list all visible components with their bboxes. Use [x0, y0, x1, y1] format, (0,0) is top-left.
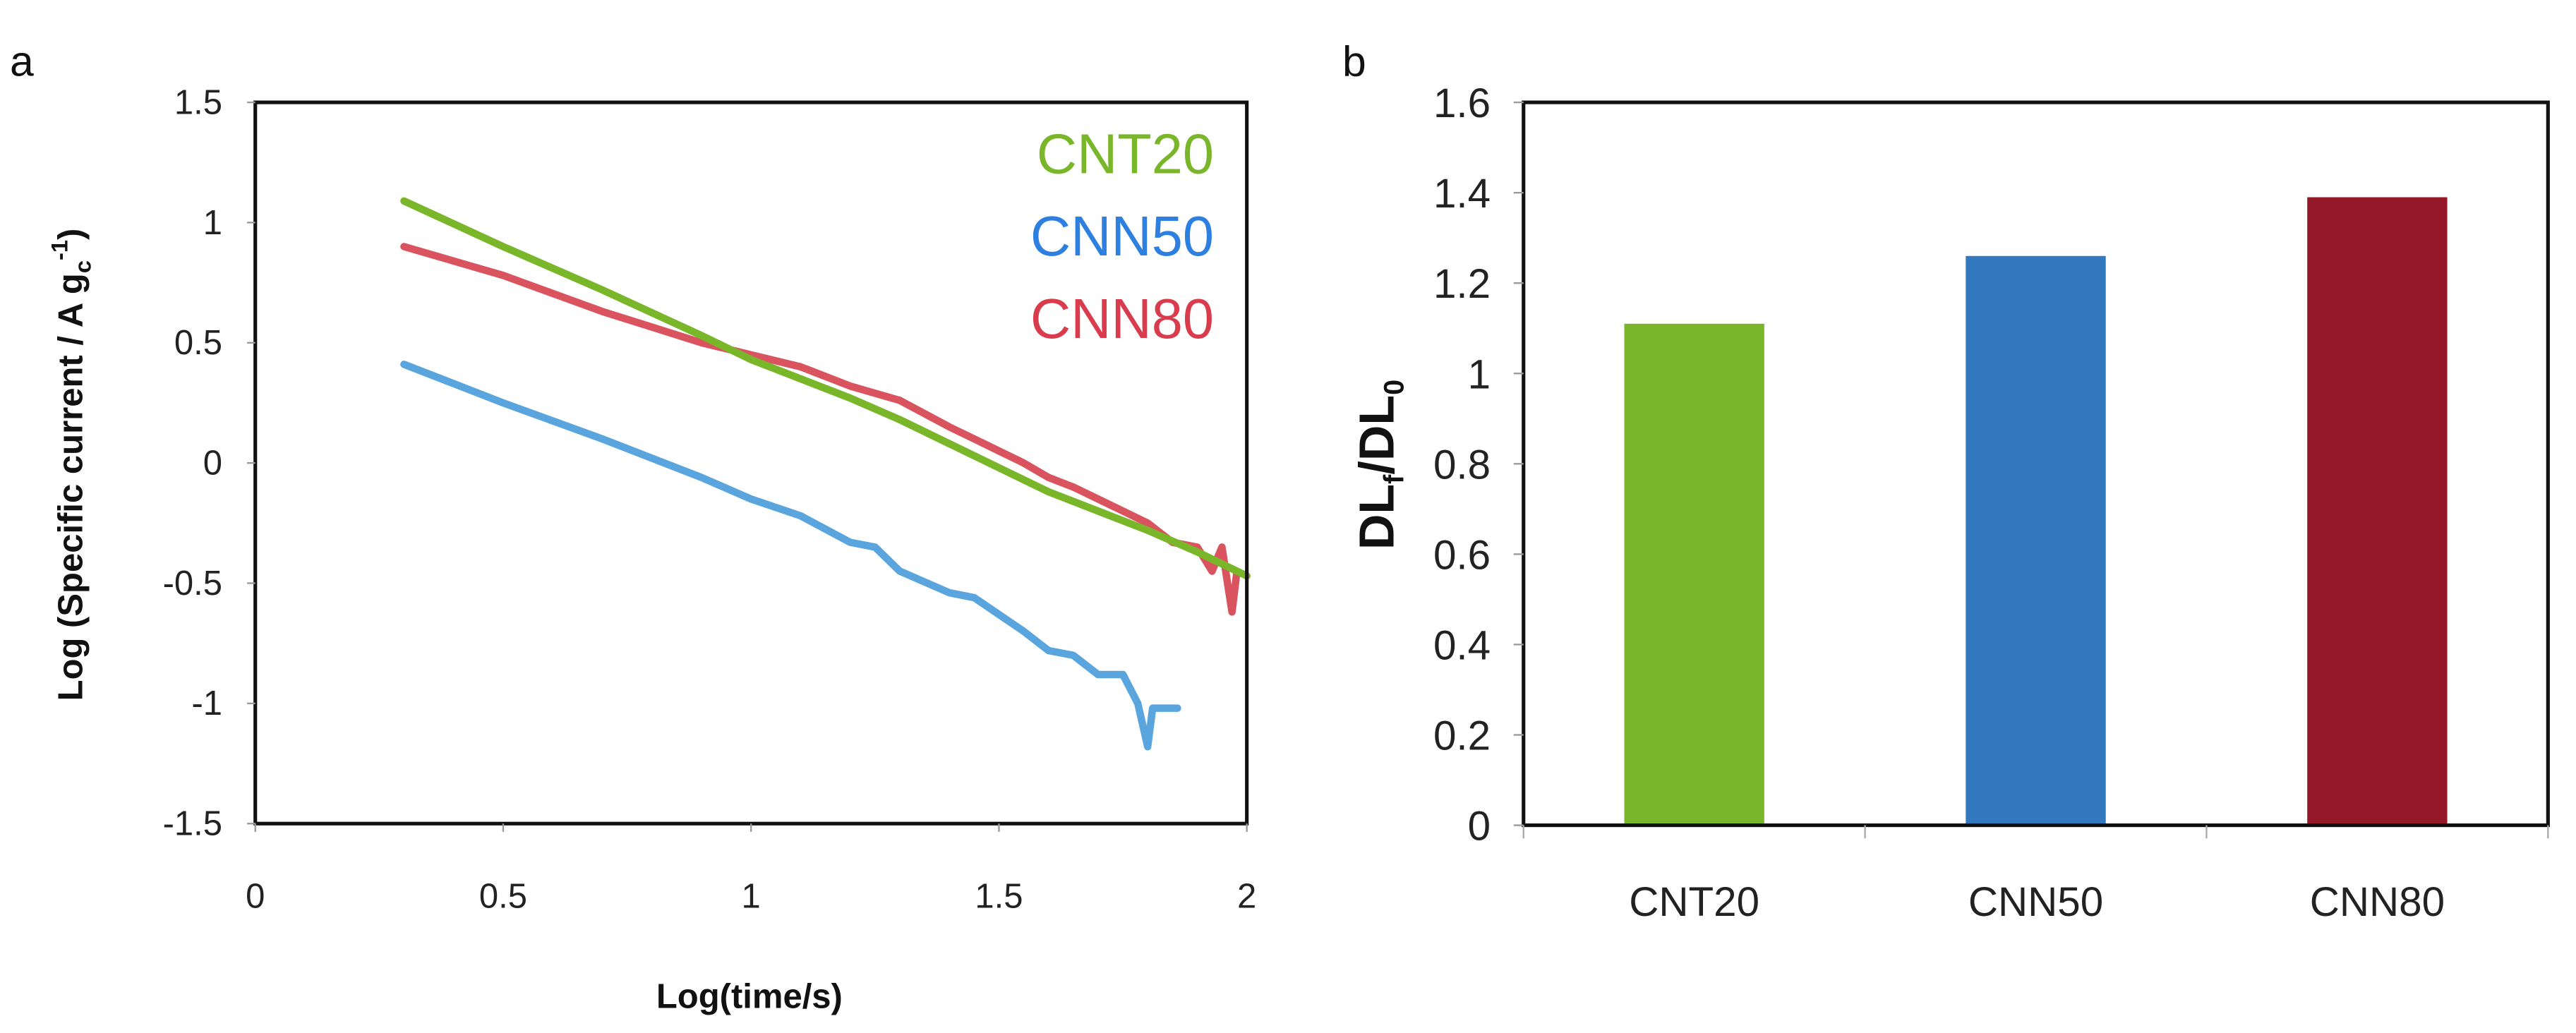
- x-tick-label-a: 2: [1237, 877, 1256, 915]
- y-tick-label-a: 1: [203, 204, 222, 242]
- y-tick-label-a: 0.5: [174, 324, 222, 362]
- panel-a-label: a: [10, 37, 34, 85]
- y-tick-label-a: 1.5: [174, 83, 222, 121]
- panel-b-label: b: [1342, 37, 1366, 85]
- y-tick-label-a: -0.5: [163, 564, 222, 603]
- panel-b-bar-chart: b 0 0.2 0.4 0.6 0.8 1 1.2 1.4 1.6 CNT20 CNN50 CNN80…: [1342, 37, 2550, 925]
- x-tick-label-a: 0.5: [479, 877, 527, 915]
- y-tick-label-b: 1.4: [1433, 171, 1491, 217]
- panel-a-line-chart: a -1.5 -1 -0.5 0 0.5 1 1.5 0 0.5 1 1.5 2 Log(time/s…: [10, 37, 1256, 1016]
- legend-entry-cnn50: CNN50: [1030, 205, 1214, 267]
- y-tick-label-b: 0: [1468, 804, 1491, 850]
- x-tick-label-a: 1.5: [975, 877, 1023, 915]
- y-tick-label-b: 1: [1468, 351, 1491, 397]
- x-tick-label-b: CNT20: [1629, 879, 1759, 925]
- y-tick-label-b: 1.6: [1433, 80, 1491, 126]
- bar-cnn50: [1966, 255, 2106, 826]
- y-axis-label-a: Log (Specific current / A gc-1): [47, 229, 96, 701]
- x-tick-label-a: 1: [742, 877, 761, 915]
- y-tick-label-a: -1.5: [163, 805, 222, 843]
- x-axis-label-a: Log(time/s): [656, 978, 843, 1016]
- bar-cnn80: [2307, 197, 2448, 826]
- y-tick-label-a: 0: [203, 444, 222, 482]
- legend-entry-cnt20: CNT20: [1037, 122, 1214, 185]
- x-tick-label-b: CNN50: [1968, 879, 2103, 925]
- y-tick-label-b: 0.6: [1433, 532, 1491, 578]
- y-tick-label-b: 0.8: [1433, 442, 1491, 488]
- legend-entry-cnn80: CNN80: [1030, 287, 1214, 350]
- y-tick-label-b: 0.2: [1433, 713, 1491, 759]
- series-line-cnn50: [400, 361, 1181, 751]
- y-tick-label-b: 1.2: [1433, 261, 1491, 307]
- y-tick-label-a: -1: [191, 684, 222, 723]
- y-tick-label-b: 0.4: [1433, 622, 1491, 668]
- bar-cnt20: [1624, 323, 1764, 826]
- x-tick-label-b: CNN80: [2310, 879, 2445, 925]
- legend-a: CNT20 CNN50 CNN80: [1030, 122, 1214, 349]
- series-line-cnt20: [400, 197, 1251, 580]
- x-tick-label-a: 0: [246, 877, 265, 915]
- y-axis-label-b: DLf/DL0: [1349, 380, 1409, 550]
